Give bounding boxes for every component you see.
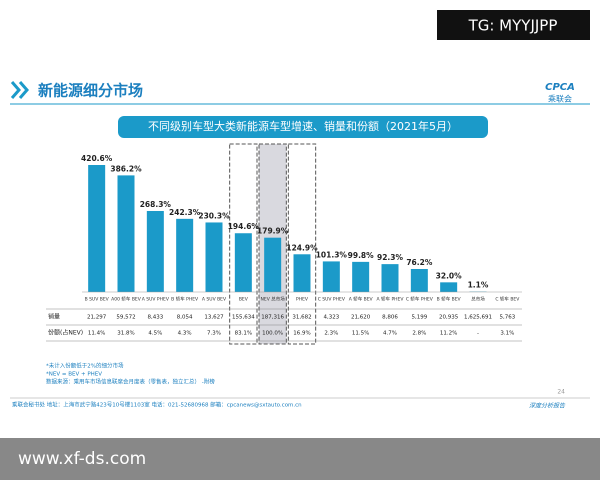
chart: 420.6% B SUV BEV 386.2% A00 轿车 BEV 268.3% A S… [46,143,522,345]
bar [205,222,223,292]
watermark: TG: MYYJJPP [468,17,558,35]
dashed-box [229,143,258,345]
note: *NEV = BEV + PHEV [46,372,102,378]
footer: 乘联会秘书处 地址：上海市武宁路423号10号楼1103室 电话：021-526… [12,401,302,409]
table-cell: 4.3% [178,331,192,337]
bar [381,264,399,292]
bar [234,233,252,292]
value-label: 268.3% [140,200,172,209]
value-label: 76.2% [406,258,433,267]
value-label: 1.1% [468,281,489,290]
x-tick-label: C 轿车 BEV [495,296,520,303]
value-label: 92.3% [377,253,404,262]
logo-sub: 乘联会 [548,94,572,104]
value-label: 32.0% [436,271,463,280]
table-cell: 11.4% [88,331,105,337]
table-cell: 187,316 [261,315,284,321]
x-tick-label: A 轿车 PHEV [377,296,405,303]
table-cell: 155,634 [232,315,255,321]
table-cell: 59,572 [116,315,135,321]
header-arrow [10,81,29,99]
table-cell: 5,763 [499,315,515,321]
row-header: 份额(占NEV) [48,329,83,337]
bar [410,268,428,292]
table-cell: 21,297 [87,315,107,321]
x-tick-label: C SUV PHEV [318,297,346,303]
table-cell: 2.8% [412,331,426,337]
watermark-box [437,10,590,40]
x-tick-label: BEV [239,297,249,303]
table-cell: 4.5% [148,331,162,337]
bar [352,261,370,292]
value-label: 242.3% [169,208,201,217]
table-cell: 4,323 [323,315,339,321]
x-tick-label: A 轿车 BEV [349,296,374,303]
table-cell: 16.9% [293,331,310,337]
value-label: 194.6% [228,222,260,231]
table-cell: 8,806 [382,315,398,321]
bar [176,218,194,292]
page-number: 24 [557,389,565,396]
header-title: 新能源细分市场 [38,82,143,100]
table-cell: 5,199 [411,315,427,321]
table-cell: 31.8% [117,331,134,337]
note: 数据来源：乘用车市场信息联席会月度表（零售表，独立汇总） -附榜 [46,378,215,386]
bar [440,282,458,292]
bar [88,165,106,292]
table-cell: 2.3% [324,331,338,337]
dashed-box [287,143,317,345]
table-cell: 8,433 [147,315,163,321]
value-label: 99.8% [348,251,375,260]
table-cell: 20,935 [439,315,459,321]
value-label: 179.9% [257,227,289,236]
bar [117,175,135,292]
table-cell: 1,625,691 [464,315,492,321]
table-cell: 3.1% [500,331,514,337]
value-label: 420.6% [81,154,113,163]
row-header: 销量 [48,313,60,321]
report-tag: 深度分析报告 [529,402,566,410]
value-label: 124.9% [286,243,318,252]
site: www.xf-ds.com [18,449,146,469]
chart-title: 不同级别车型大类新能源车型增速、销量和份额（2021年5月） [148,119,458,133]
table-cell: 4.7% [383,331,397,337]
value-label: 230.3% [198,211,230,220]
bottom-band [0,438,600,480]
x-tick-label: A SUV PHEV [142,297,170,303]
table-cell: 11.2% [440,331,457,337]
logo: CPCA [545,82,575,93]
x-tick-label: A SUV BEV [202,297,227,303]
bar [146,210,164,292]
table-cell: 83.1% [235,331,252,337]
table-cell: 31,682 [292,315,311,321]
x-tick-label: 总市场 [471,296,485,303]
table-cell: 8,054 [177,315,193,321]
table-cell: 100.0% [262,331,283,337]
value-label: 101.3% [316,250,348,259]
x-tick-label: A00 轿车 BEV [111,296,142,303]
x-tick-label: C 轿车 PHEV [406,296,434,303]
dashed-box [258,143,287,345]
table-cell: 11.5% [352,331,369,337]
bar [322,261,340,292]
x-tick-label: B 轿车 BEV [437,296,462,303]
table-cell: - [477,331,479,337]
value-label: 386.2% [110,164,142,173]
table-cell: 21,620 [351,315,371,321]
x-tick-label: NEV 总市场 [261,296,286,303]
x-tick-label: B 轿车 PHEV [171,296,199,303]
table-cell: 7.3% [207,331,221,337]
table-cell: 13,627 [204,315,224,321]
x-tick-label: PHEV [296,297,309,303]
x-tick-label: B SUV BEV [85,297,110,303]
bar [264,237,282,292]
title-banner [118,116,488,138]
note: *未计入份额低于2%的细分市场 [46,362,124,370]
bar [293,254,311,292]
